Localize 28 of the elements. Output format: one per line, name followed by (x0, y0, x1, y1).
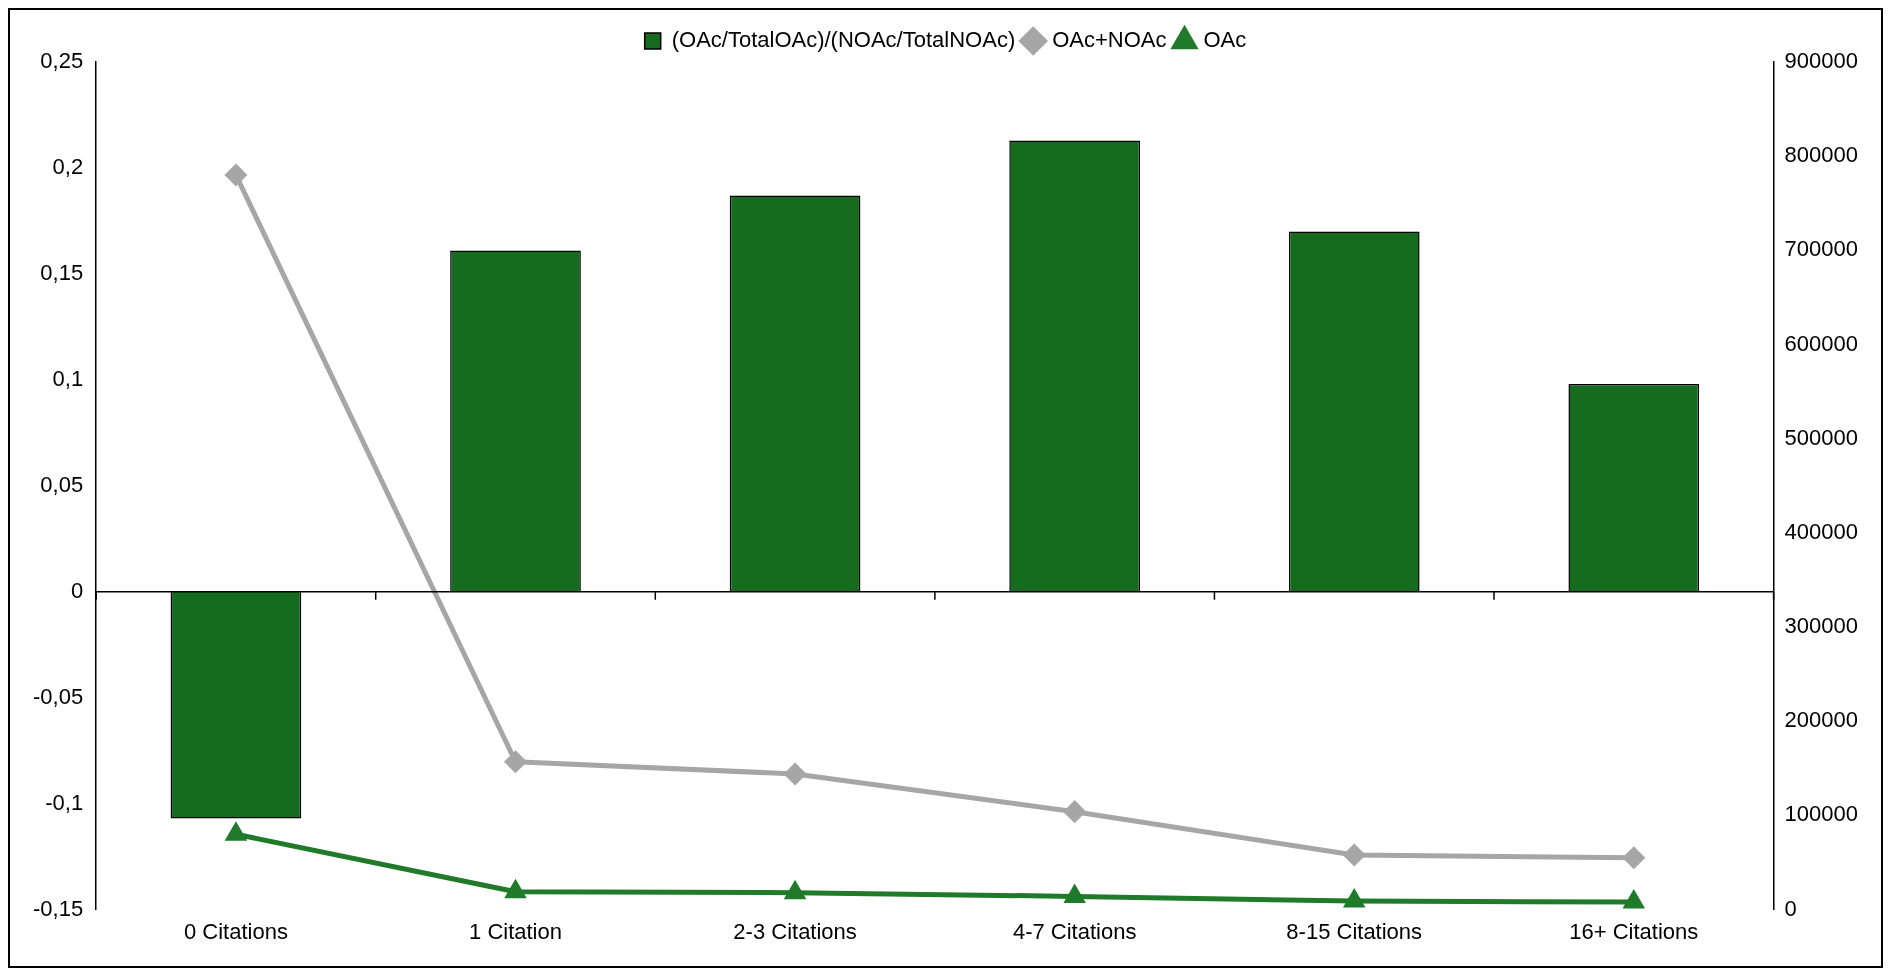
x-tick-label: 16+ Citations (1569, 918, 1699, 944)
y2-tick-label: 200000 (1784, 707, 1859, 733)
y-tick-label: 0,25 (40, 48, 84, 74)
y-tick-label: -0,15 (32, 895, 84, 921)
y-tick-label: 0,2 (52, 154, 84, 180)
x-tick-label: 0 Citations (183, 918, 288, 944)
x-tick-label: 2-3 Citations (733, 918, 857, 944)
y2-tick-label: 700000 (1784, 236, 1859, 262)
x-tick-label: 4-7 Citations (1012, 918, 1137, 944)
x-tick-label: 8-15 Citations (1286, 918, 1423, 944)
y2-tick-label: 500000 (1784, 424, 1859, 450)
y-tick-label: 0,05 (40, 471, 84, 497)
y2-tick-label: 100000 (1784, 801, 1859, 827)
x-tick-label: 1 Citation (469, 918, 562, 944)
y2-tick-label: 900000 (1784, 48, 1859, 74)
y2-tick-label: 0 (1784, 895, 1797, 921)
legend-label: (OAc/TotalOAc)/(NOAc/TotalNOAc) (671, 27, 1016, 53)
y-tick-label: 0,1 (52, 365, 84, 391)
y2-tick-label: 300000 (1784, 613, 1859, 639)
y-tick-label: -0,1 (45, 789, 84, 815)
y-tick-label: 0 (70, 577, 84, 603)
y2-tick-label: 600000 (1784, 330, 1859, 356)
y2-tick-label: 800000 (1784, 142, 1859, 168)
legend-label: OAc+NOAc (1052, 27, 1167, 53)
legend-label: OAc (1203, 27, 1247, 53)
y-tick-label: 0,15 (40, 259, 84, 285)
y-tick-label: -0,05 (32, 683, 84, 709)
y2-tick-label: 400000 (1784, 518, 1859, 544)
